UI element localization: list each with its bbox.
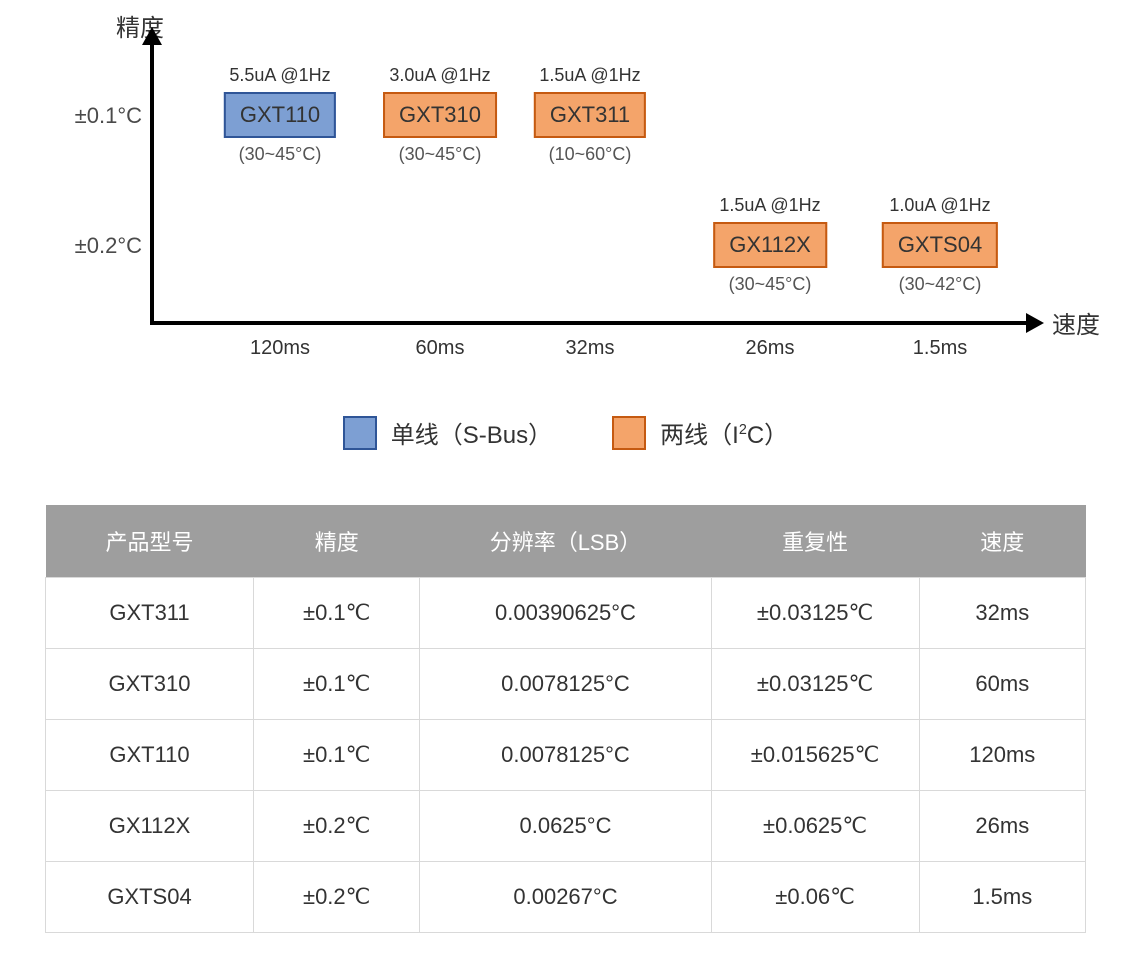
chart-point-top-label: 1.5uA @1Hz — [713, 195, 827, 216]
chart-point-sub-label: (10~60°C) — [534, 144, 646, 165]
table-cell: ±0.015625℃ — [711, 720, 919, 791]
chart-point-top-label: 1.0uA @1Hz — [882, 195, 998, 216]
legend-label: 单线（S-Bus） — [391, 415, 552, 450]
table-header-row: 产品型号精度分辨率（LSB）重复性速度 — [46, 505, 1086, 578]
x-axis-arrow-icon — [1026, 313, 1044, 333]
chart-point-box: GXT311 — [534, 92, 646, 138]
table-row: GXT311±0.1℃0.00390625°C±0.03125℃32ms — [46, 578, 1086, 649]
table-cell: ±0.1℃ — [254, 720, 420, 791]
x-tick-label: 1.5ms — [913, 337, 967, 360]
chart-point-gx112x: 1.5uA @1Hz GX112X (30~45°C) — [713, 195, 827, 295]
legend-label: 两线（I2C） — [660, 415, 788, 450]
x-tick-label: 32ms — [566, 337, 615, 360]
y-axis-line — [150, 40, 154, 325]
precision-speed-chart: 精度 速度 ±0.1°C±0.2°C120ms60ms32ms26ms1.5ms… — [70, 10, 1070, 410]
table-cell: GXTS04 — [46, 862, 254, 933]
chart-legend: 单线（S-Bus） 两线（I2C） — [0, 415, 1131, 450]
table-header-cell: 产品型号 — [46, 505, 254, 578]
chart-point-box: GXTS04 — [882, 222, 998, 268]
chart-point-sub-label: (30~45°C) — [713, 274, 827, 295]
chart-point-sub-label: (30~45°C) — [383, 144, 497, 165]
chart-point-gxts04: 1.0uA @1Hz GXTS04 (30~42°C) — [882, 195, 998, 295]
spec-table-wrap: 产品型号精度分辨率（LSB）重复性速度 GXT311±0.1℃0.0039062… — [45, 505, 1086, 933]
y-tick-label: ±0.2°C — [74, 233, 142, 259]
table-header-cell: 重复性 — [711, 505, 919, 578]
chart-point-gxt110: 5.5uA @1Hz GXT110 (30~45°C) — [224, 65, 336, 165]
x-tick-label: 120ms — [250, 337, 310, 360]
table-cell: 120ms — [919, 720, 1085, 791]
table-cell: 0.0078125°C — [420, 720, 711, 791]
plot-area: ±0.1°C±0.2°C120ms60ms32ms26ms1.5ms5.5uA … — [150, 45, 1050, 325]
table-cell: ±0.1℃ — [254, 649, 420, 720]
legend-swatch-icon — [343, 416, 377, 450]
chart-point-sub-label: (30~42°C) — [882, 274, 998, 295]
table-cell: GXT310 — [46, 649, 254, 720]
legend-swatch-icon — [612, 416, 646, 450]
table-cell: ±0.2℃ — [254, 791, 420, 862]
x-tick-label: 60ms — [416, 337, 465, 360]
table-cell: GXT110 — [46, 720, 254, 791]
table-cell: ±0.0625℃ — [711, 791, 919, 862]
table-body: GXT311±0.1℃0.00390625°C±0.03125℃32msGXT3… — [46, 578, 1086, 933]
y-tick-label: ±0.1°C — [74, 103, 142, 129]
table-header-cell: 分辨率（LSB） — [420, 505, 711, 578]
spec-table: 产品型号精度分辨率（LSB）重复性速度 GXT311±0.1℃0.0039062… — [45, 505, 1086, 933]
table-header-cell: 速度 — [919, 505, 1085, 578]
table-cell: ±0.03125℃ — [711, 578, 919, 649]
legend-item-i2c: 两线（I2C） — [612, 415, 788, 450]
table-cell: 0.0625°C — [420, 791, 711, 862]
chart-point-gxt311: 1.5uA @1Hz GXT311 (10~60°C) — [534, 65, 646, 165]
chart-point-box: GXT110 — [224, 92, 336, 138]
chart-point-box: GXT310 — [383, 92, 497, 138]
table-row: GXT310±0.1℃0.0078125°C±0.03125℃60ms — [46, 649, 1086, 720]
table-row: GXTS04±0.2℃0.00267°C±0.06℃1.5ms — [46, 862, 1086, 933]
y-axis-arrow-icon — [142, 27, 162, 45]
legend-item-sbus: 单线（S-Bus） — [343, 415, 552, 450]
table-cell: ±0.03125℃ — [711, 649, 919, 720]
chart-point-sub-label: (30~45°C) — [224, 144, 336, 165]
chart-point-top-label: 5.5uA @1Hz — [224, 65, 336, 86]
table-cell: GX112X — [46, 791, 254, 862]
table-cell: 1.5ms — [919, 862, 1085, 933]
x-tick-label: 26ms — [746, 337, 795, 360]
table-cell: 0.00390625°C — [420, 578, 711, 649]
table-cell: 0.00267°C — [420, 862, 711, 933]
table-cell: ±0.1℃ — [254, 578, 420, 649]
table-header-cell: 精度 — [254, 505, 420, 578]
table-cell: 60ms — [919, 649, 1085, 720]
table-row: GXT110±0.1℃0.0078125°C±0.015625℃120ms — [46, 720, 1086, 791]
table-row: GX112X±0.2℃0.0625°C±0.0625℃26ms — [46, 791, 1086, 862]
chart-point-top-label: 3.0uA @1Hz — [383, 65, 497, 86]
chart-point-top-label: 1.5uA @1Hz — [534, 65, 646, 86]
table-cell: ±0.2℃ — [254, 862, 420, 933]
page: 精度 速度 ±0.1°C±0.2°C120ms60ms32ms26ms1.5ms… — [0, 0, 1131, 973]
x-axis-title: 速度 — [1052, 305, 1100, 340]
table-cell: 32ms — [919, 578, 1085, 649]
chart-point-gxt310: 3.0uA @1Hz GXT310 (30~45°C) — [383, 65, 497, 165]
table-cell: ±0.06℃ — [711, 862, 919, 933]
table-cell: 26ms — [919, 791, 1085, 862]
chart-point-box: GX112X — [713, 222, 827, 268]
table-cell: GXT311 — [46, 578, 254, 649]
table-cell: 0.0078125°C — [420, 649, 711, 720]
x-axis-line — [150, 321, 1030, 325]
